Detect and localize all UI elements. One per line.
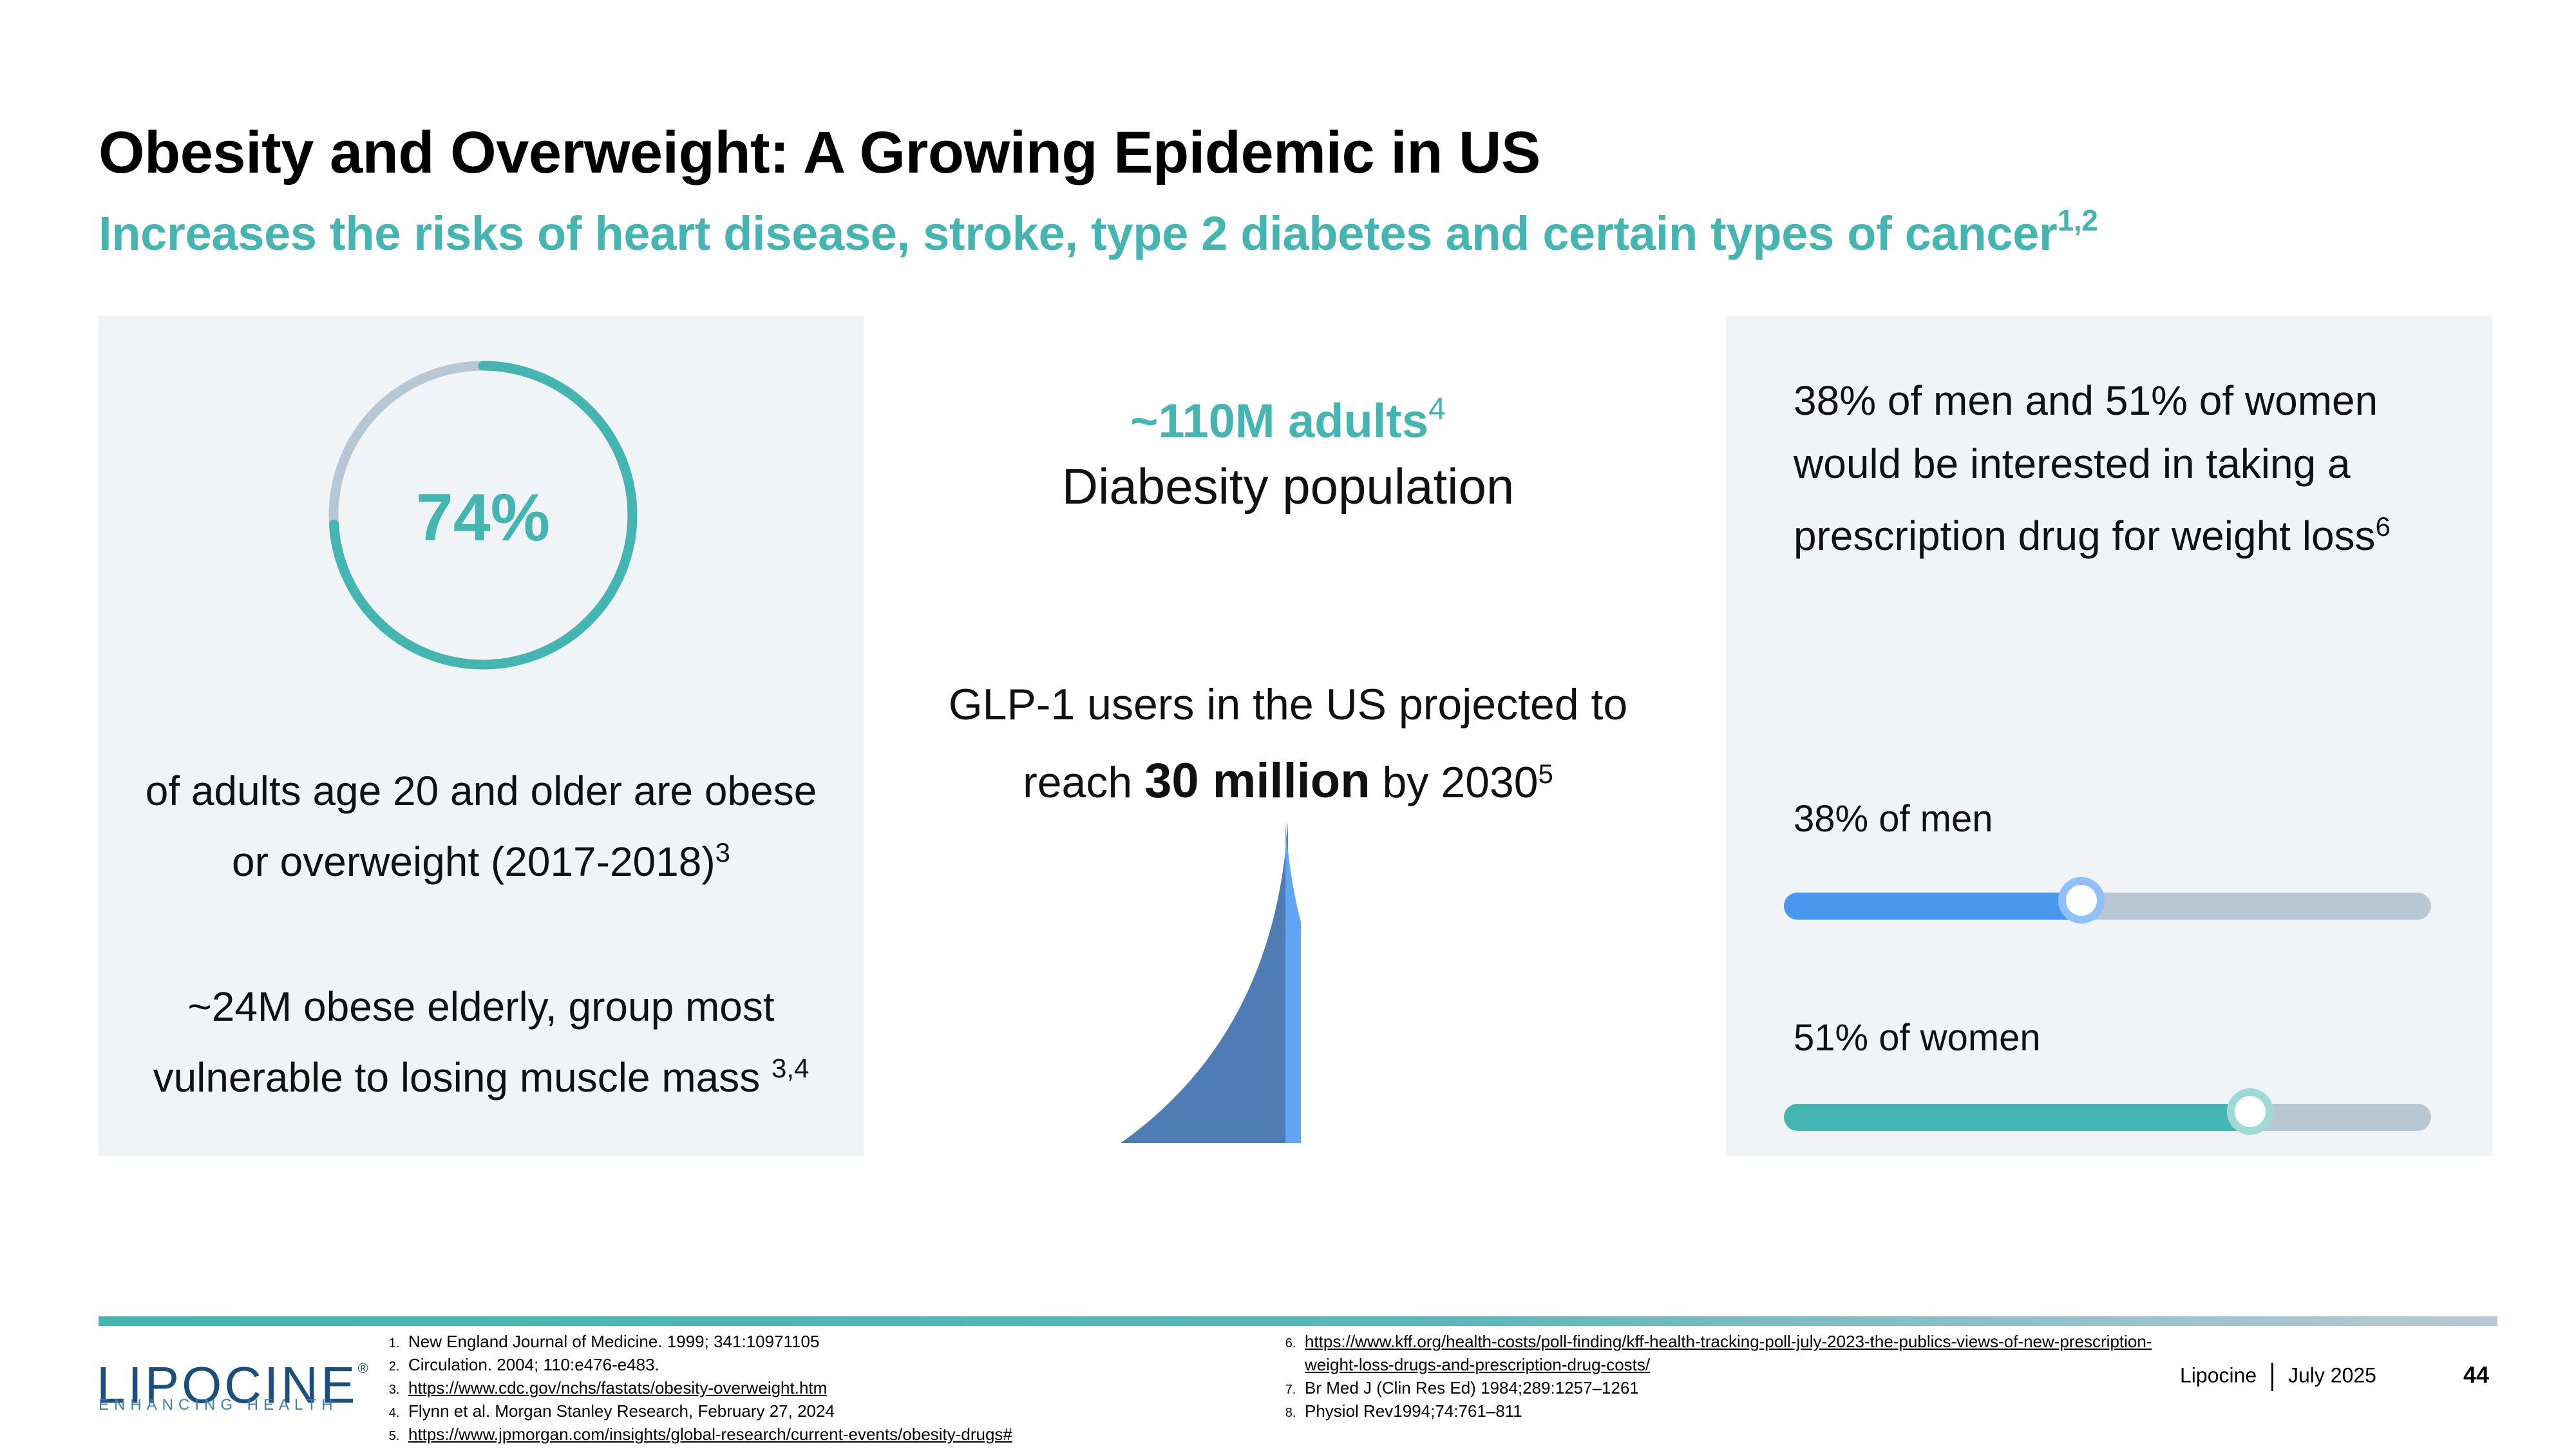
reference-item[interactable]: https://www.kff.org/health-costs/poll-fi… xyxy=(1300,1330,2159,1376)
reference-item: Br Med J (Clin Res Ed) 1984;289:1257–126… xyxy=(1300,1376,2159,1399)
reference-item[interactable]: https://www.jpmorgan.com/insights/global… xyxy=(403,1423,1153,1446)
reference-text: New England Journal of Medicine. 1999; 3… xyxy=(408,1332,820,1351)
footer-meta: Lipocine July 2025 xyxy=(2180,1363,2376,1391)
growth-shape-left xyxy=(1121,821,1288,1143)
logo-tagline: ENHANCING HEALTH xyxy=(99,1396,338,1414)
men-slider-fill xyxy=(1784,893,2082,920)
donut-fill xyxy=(328,361,638,670)
women-slider-knob[interactable] xyxy=(2226,1088,2273,1135)
reference-item: Flynn et al. Morgan Stanley Research, Fe… xyxy=(403,1399,1153,1423)
subtitle-footnote: 1,2 xyxy=(2057,204,2098,237)
footer-divider xyxy=(99,1316,2497,1326)
elderly-line1: ~24M obese elderly, group most xyxy=(187,983,775,1030)
logo-trademark: ® xyxy=(357,1360,368,1376)
reference-link[interactable]: https://www.jpmorgan.com/insights/global… xyxy=(408,1425,1012,1444)
women-slider-fill xyxy=(1784,1104,2250,1131)
subtitle-text: Increases the risks of heart disease, st… xyxy=(99,207,2058,260)
glp1-line1: GLP-1 users in the US projected to xyxy=(948,680,1628,729)
diabesity-stat: ~110M adults4 xyxy=(1130,392,1446,448)
elderly-description: ~24M obese elderly, group most vulnerabl… xyxy=(99,976,864,1108)
interest-line3: prescription drug for weight loss6 xyxy=(1794,511,2391,559)
logo-wordmark: LIPOCINE xyxy=(97,1356,358,1414)
slide-subtitle: Increases the risks of heart disease, st… xyxy=(99,203,2098,261)
footer-date: July 2025 xyxy=(2287,1363,2376,1387)
reference-text: Flynn et al. Morgan Stanley Research, Fe… xyxy=(408,1401,835,1421)
footer-company: Lipocine xyxy=(2180,1363,2257,1387)
obesity-stat-panel xyxy=(99,316,864,1156)
interest-line2: would be interested in taking a xyxy=(1794,440,2351,487)
interest-description: 38% of men and 51% of women would be int… xyxy=(1794,369,2476,567)
obesity-desc-line2: or overweight (2017-2018)3 xyxy=(231,837,730,885)
donut-value: 74% xyxy=(415,480,551,555)
reference-link[interactable]: https://www.cdc.gov/nchs/fastats/obesity… xyxy=(408,1378,828,1397)
reference-item[interactable]: https://www.cdc.gov/nchs/fastats/obesity… xyxy=(403,1376,1153,1399)
obesity-description: of adults age 20 and older are obese or … xyxy=(99,760,864,893)
reference-text: Circulation. 2004; 110:e476-e483. xyxy=(408,1355,659,1374)
obesity-desc-line1: of adults age 20 and older are obese xyxy=(145,768,817,814)
interest-line1: 38% of men and 51% of women xyxy=(1794,377,2378,424)
women-slider-label: 51% of women xyxy=(1794,1017,2041,1059)
reference-text: Br Med J (Clin Res Ed) 1984;289:1257–126… xyxy=(1305,1378,1639,1397)
lipocine-logo: LIPOCINE® xyxy=(97,1343,368,1411)
references-column-2: https://www.kff.org/health-costs/poll-fi… xyxy=(1276,1330,2159,1423)
reference-item: Physiol Rev1994;74:761–811 xyxy=(1300,1399,2159,1423)
reference-link[interactable]: https://www.kff.org/health-costs/poll-fi… xyxy=(1305,1332,2152,1374)
men-slider-knob[interactable] xyxy=(2058,877,2105,923)
donut-chart xyxy=(328,361,638,670)
reference-item: New England Journal of Medicine. 1999; 3… xyxy=(403,1330,1153,1353)
reference-item: Circulation. 2004; 110:e476-e483. xyxy=(403,1353,1153,1376)
glp1-line2: reach 30 million by 20305 xyxy=(1023,753,1553,808)
men-slider-label: 38% of men xyxy=(1794,798,1993,840)
reference-text: Physiol Rev1994;74:761–811 xyxy=(1305,1401,1522,1421)
growth-shape xyxy=(1121,821,1301,1143)
women-interest-slider[interactable] xyxy=(1784,1088,2431,1135)
glp1-projection: GLP-1 users in the US projected to reach… xyxy=(902,670,1674,817)
slide-title: Obesity and Overweight: A Growing Epidem… xyxy=(99,120,1540,185)
elderly-line2: vulnerable to losing muscle mass 3,4 xyxy=(153,1053,810,1101)
page-number: 44 xyxy=(2463,1361,2490,1388)
references-column-1: New England Journal of Medicine. 1999; 3… xyxy=(380,1330,1153,1446)
interest-stat-panel xyxy=(1726,316,2492,1156)
growth-shape-right xyxy=(1285,821,1301,1143)
men-interest-slider[interactable] xyxy=(1784,877,2431,923)
footer-separator xyxy=(2271,1363,2274,1391)
diabesity-label: Diabesity population xyxy=(1061,458,1515,515)
